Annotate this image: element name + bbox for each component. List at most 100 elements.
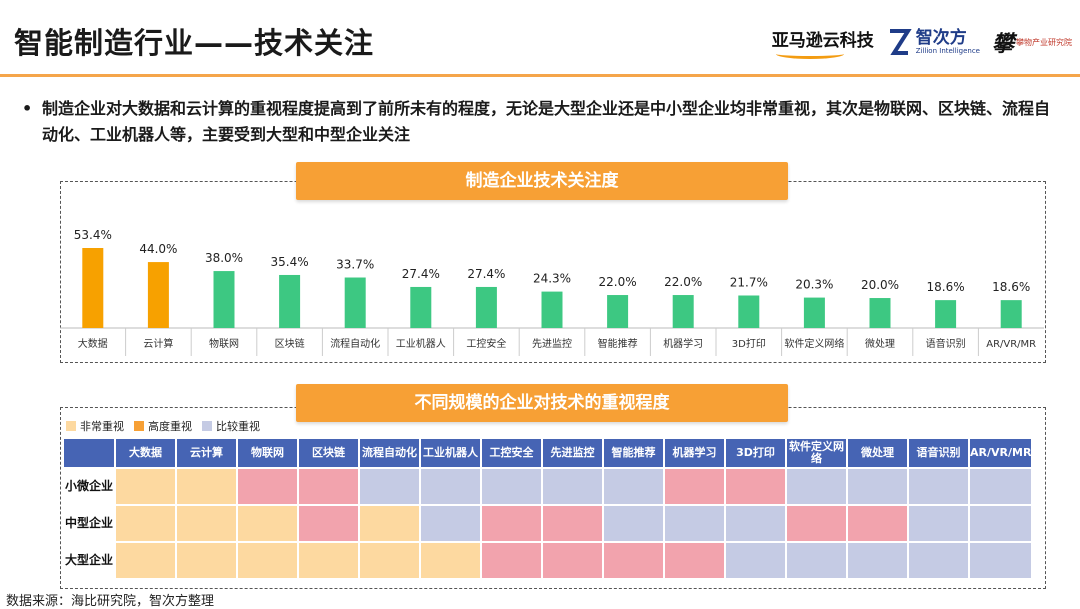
- category-label: 区块链: [275, 337, 305, 350]
- heatmap-cell: [909, 543, 968, 578]
- bar-13: [935, 300, 957, 328]
- heatmap-column-header: 大数据: [116, 439, 175, 467]
- category-label: 3D打印: [732, 337, 766, 350]
- heatmap-cell: [665, 543, 724, 578]
- heatmap-column-header: 云计算: [177, 439, 236, 467]
- bar-7: [541, 291, 563, 328]
- heatmap-column-header: 智能推荐: [604, 439, 663, 467]
- heatmap-cell: [177, 469, 236, 504]
- heatmap-column-header: 机器学习: [665, 439, 724, 467]
- bullet-point: • 制造企业对大数据和云计算的重视程度提高到了前所未有的程度，无论是大型企业还是…: [22, 96, 1062, 148]
- legend-swatch: [202, 421, 212, 431]
- heatmap-cell: [787, 543, 846, 578]
- heatmap-row: 大型企业: [64, 543, 1032, 578]
- heatmap-cell: [848, 469, 907, 504]
- legend-label: 高度重视: [148, 420, 192, 433]
- heatmap-corner: [64, 439, 114, 467]
- legend-label: 非常重视: [80, 420, 124, 433]
- heatmap-cell: [482, 543, 541, 578]
- heatmap-legend: 非常重视 高度重视 比较重视: [66, 418, 260, 434]
- heatmap-title: 不同规模的企业对技术的重视程度: [296, 384, 788, 422]
- legend-label: 比较重视: [216, 420, 260, 433]
- heatmap-cell: [116, 506, 175, 541]
- category-label: 工控安全: [466, 337, 506, 350]
- logo-group: 亚马逊云科技 智次方 Zillion Intelligence 攀 攀物产业研究…: [772, 18, 1072, 66]
- bar-8: [607, 295, 629, 328]
- heatmap-column-header: 流程自动化: [360, 439, 419, 467]
- bar-2: [213, 271, 235, 328]
- heatmap-row: 小微企业: [64, 469, 1032, 504]
- category-label: 软件定义网络: [784, 337, 844, 350]
- category-label: 微处理: [865, 337, 895, 350]
- legend-item: 高度重视: [134, 418, 192, 434]
- panwu-logo-mark: 攀: [991, 32, 1014, 57]
- heatmap-cell: [970, 543, 1032, 578]
- heatmap-cell: [360, 469, 419, 504]
- heatmap-row-header: 中型企业: [64, 506, 114, 541]
- heatmap-cell: [238, 506, 297, 541]
- heatmap-table: 大数据 云计算 物联网 区块链 流程自动化 工业机器人 工控安全 先进监控 智能推荐 机器学习 3D…: [62, 437, 1033, 580]
- bar-value-label: 44.0%: [139, 242, 177, 256]
- heatmap-cell: [482, 506, 541, 541]
- bar-value-label: 33.7%: [336, 258, 374, 272]
- bar-chart-title: 制造企业技术关注度: [296, 162, 788, 200]
- bar-value-label: 22.0%: [664, 275, 702, 289]
- heatmap-cell: [177, 506, 236, 541]
- heatmap-column-header: 物联网: [238, 439, 297, 467]
- category-label: 工业机器人: [396, 337, 446, 350]
- heatmap-cell: [665, 469, 724, 504]
- bar-14: [1000, 300, 1022, 328]
- heatmap-cell: [482, 469, 541, 504]
- heatmap-cell: [970, 506, 1032, 541]
- heatmap-cell: [238, 469, 297, 504]
- bar-chart: 53.4% 大数据 44.0% 云计算 38.0% 物联网 35.4% 区块链 33.7% 流程自…: [60, 228, 1044, 356]
- bar-4: [344, 277, 366, 328]
- heatmap-cell: [177, 543, 236, 578]
- bar-3: [279, 274, 301, 328]
- zhici-logo-cn: 智次方: [915, 28, 967, 48]
- heatmap-cell: [726, 506, 785, 541]
- heatmap-cell: [421, 469, 480, 504]
- data-source: 数据来源：海比研究院，智次方整理: [6, 594, 215, 609]
- bar-11: [803, 297, 825, 328]
- heatmap-column-header: 先进监控: [543, 439, 602, 467]
- heatmap-cell: [116, 469, 175, 504]
- heatmap-cell: [848, 543, 907, 578]
- heatmap-row-header: 大型企业: [64, 543, 114, 578]
- heatmap-cell: [360, 543, 419, 578]
- category-label: 流程自动化: [330, 337, 380, 350]
- heatmap-column-header: AR/VR/MR: [970, 439, 1032, 467]
- amazon-smile-icon: [775, 49, 844, 59]
- legend-swatch: [134, 421, 144, 431]
- bar-0: [82, 248, 104, 328]
- bar-value-label: 35.4%: [271, 255, 309, 269]
- bar-1: [147, 262, 169, 328]
- bar-value-label: 18.6%: [992, 280, 1030, 294]
- heatmap-cell: [116, 543, 175, 578]
- category-label: 云计算: [143, 337, 173, 350]
- bullet-text: 制造企业对大数据和云计算的重视程度提高到了前所未有的程度，无论是大型企业还是中小…: [42, 99, 1051, 144]
- amazon-logo-text: 亚马逊云科技: [771, 30, 874, 51]
- heatmap-cell: [787, 506, 846, 541]
- bar-6: [475, 286, 497, 328]
- bar-9: [672, 295, 694, 328]
- title-underline: [0, 74, 1080, 77]
- heatmap-cell: [909, 506, 968, 541]
- heatmap-column-header: 工业机器人: [421, 439, 480, 467]
- heatmap-cell: [238, 543, 297, 578]
- amazon-logo: 亚马逊云科技: [772, 26, 874, 59]
- bullet-dot-icon: •: [22, 99, 33, 118]
- bar-value-label: 24.3%: [533, 272, 571, 286]
- category-label: 语音识别: [926, 337, 966, 350]
- bar-5: [410, 286, 432, 328]
- heatmap-cell: [604, 543, 663, 578]
- page-title: 智能制造行业——技术关注: [14, 26, 375, 60]
- bar-10: [738, 295, 760, 328]
- heatmap-column-header: 3D打印: [726, 439, 785, 467]
- heatmap-cell: [665, 506, 724, 541]
- bar-value-label: 53.4%: [74, 228, 112, 242]
- zhici-mark-icon: [889, 29, 912, 55]
- category-label: 大数据: [78, 337, 108, 350]
- panwu-logo: 攀 攀物产业研究院: [992, 26, 1072, 58]
- category-label: 机器学习: [663, 337, 703, 350]
